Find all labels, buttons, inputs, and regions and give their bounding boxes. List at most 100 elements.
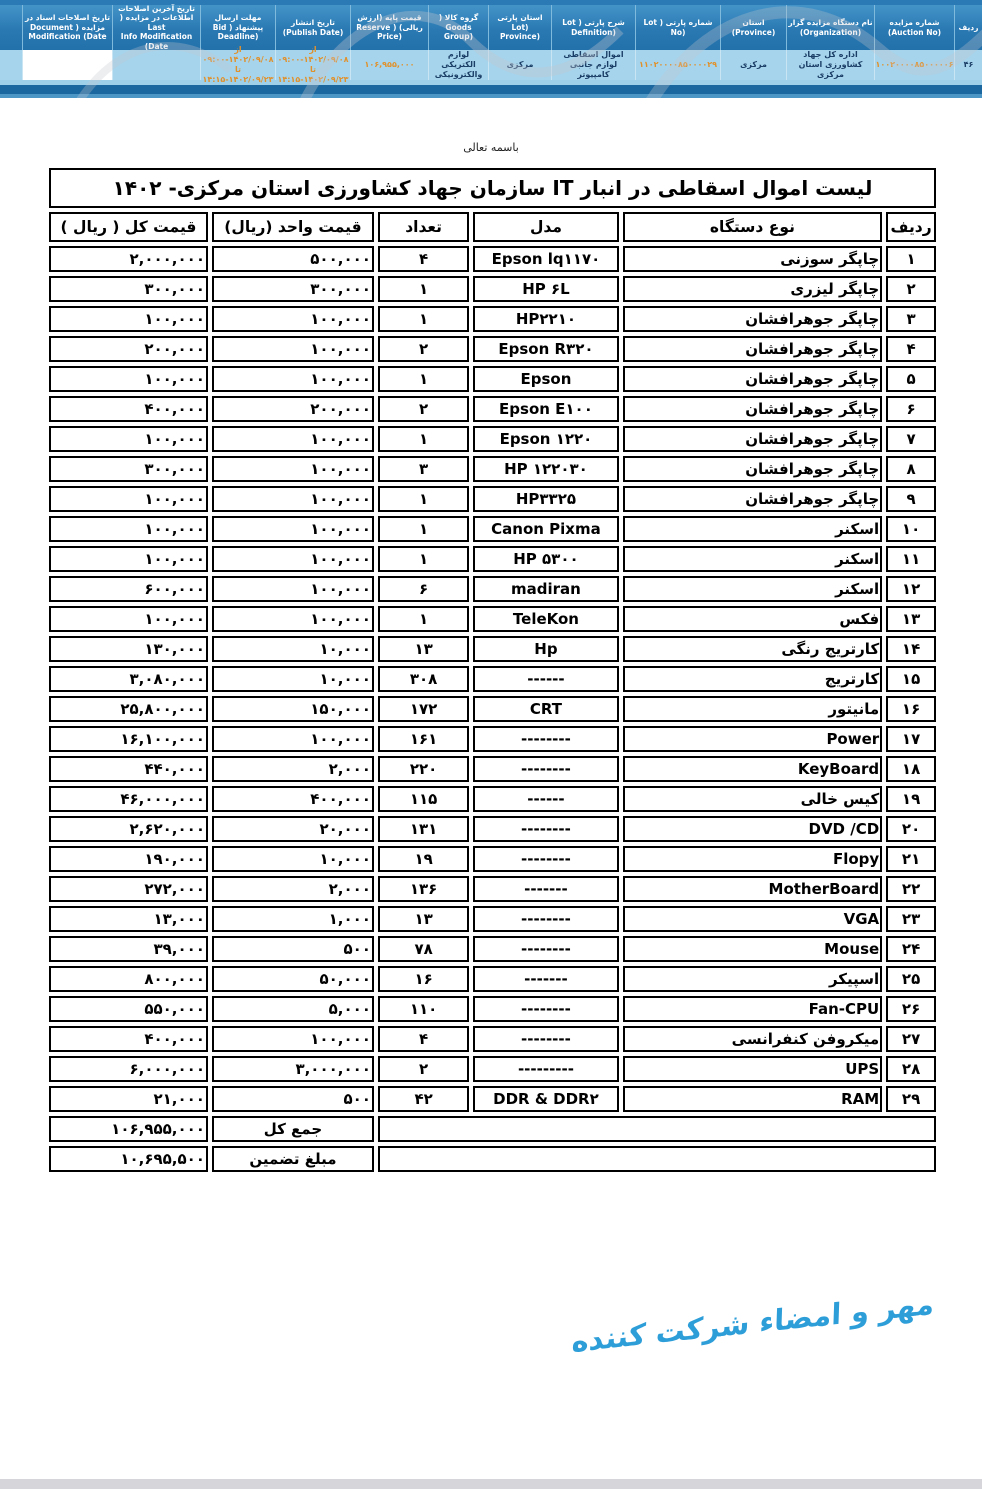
cell-row-number: ۲۵	[886, 966, 936, 992]
cell-quantity: ۱	[377, 486, 470, 512]
header-strip-mid	[0, 94, 982, 98]
cell-unit-price: ۱۰۰,۰۰۰	[211, 336, 374, 362]
cell-device-type: MotherBoard	[622, 876, 883, 902]
table-body: ۱ چاپگر سوزنی Epson lq۱۱۷۰ ۴ ۵۰۰,۰۰۰ ۲,۰…	[49, 246, 936, 1112]
cell-device-type: UPS	[622, 1056, 883, 1082]
cell-row-number: ۸	[886, 456, 936, 482]
cell-quantity: ۱	[377, 366, 470, 392]
cell-total-price: ۲۱,۰۰۰	[49, 1086, 208, 1112]
cell-device-type: چاپگر سوزنی	[622, 246, 883, 272]
value-cutoff	[0, 50, 22, 80]
cell-model: Epson R۳۲۰	[473, 336, 619, 362]
cell-device-type: چاپگر جوهرافشان	[622, 486, 883, 512]
cell-device-type: چاپگر جوهرافشان	[622, 306, 883, 332]
table-row: ۲۹ RAM DDR & DDR۲ ۴۲ ۵۰۰ ۲۱,۰۰۰	[49, 1086, 936, 1112]
cell-unit-price: ۲,۰۰۰	[211, 756, 374, 782]
guarantee-label: مبلغ تضمین	[211, 1146, 374, 1172]
value-lot-province: مرکزی	[488, 50, 551, 80]
cell-total-price: ۱۳۰,۰۰۰	[49, 636, 208, 662]
value-last-info-modification	[112, 50, 200, 80]
table-row: ۱۴ کارتریج رنگی Hp ۱۳ ۱۰,۰۰۰ ۱۳۰,۰۰۰	[49, 636, 936, 662]
cell-quantity: ۷۸	[377, 936, 470, 962]
cell-row-number: ۱۸	[886, 756, 936, 782]
cell-device-type: Fan-CPU	[622, 996, 883, 1022]
cell-row-number: ۱۲	[886, 576, 936, 602]
cell-total-price: ۳۰۰,۰۰۰	[49, 276, 208, 302]
cell-quantity: ۶	[377, 576, 470, 602]
cell-row-number: ۷	[886, 426, 936, 452]
cell-unit-price: ۵,۰۰۰	[211, 996, 374, 1022]
cell-model: ---------	[473, 1056, 619, 1082]
cell-model: ------	[473, 786, 619, 812]
cell-device-type: Flopy	[622, 846, 883, 872]
cell-quantity: ۴۲	[377, 1086, 470, 1112]
document-title: لیست اموال اسقاطی در انبار IT سازمان جها…	[49, 168, 936, 208]
cell-unit-price: ۱۰۰,۰۰۰	[211, 516, 374, 542]
cell-row-number: ۲۱	[886, 846, 936, 872]
cell-quantity: ۲۲۰	[377, 756, 470, 782]
cell-model: HP۲۲۱۰	[473, 306, 619, 332]
cell-quantity: ۱۱۵	[377, 786, 470, 812]
bismillah-text: باسمه تعالی	[463, 141, 519, 154]
cell-total-price: ۲,۰۰۰,۰۰۰	[49, 246, 208, 272]
value-lot-definition: اموال اسقاطی لوازم جانبی کامپیوتر	[551, 50, 635, 80]
value-reserve-price: ۱۰۶,۹۵۵,۰۰۰	[350, 50, 428, 80]
cell-row-number: ۳	[886, 306, 936, 332]
cell-row-number: ۴	[886, 336, 936, 362]
cell-row-number: ۹	[886, 486, 936, 512]
cell-row-number: ۱۰	[886, 516, 936, 542]
cell-unit-price: ۱۰۰,۰۰۰	[211, 606, 374, 632]
cell-quantity: ۱	[377, 426, 470, 452]
cell-unit-price: ۳,۰۰۰,۰۰۰	[211, 1056, 374, 1082]
table-row: ۲۵ اسپیکر ------- ۱۶ ۵۰,۰۰۰ ۸۰۰,۰۰۰	[49, 966, 936, 992]
table-row: ۱۱ اسکنر HP ۵۳۰۰ ۱ ۱۰۰,۰۰۰ ۱۰۰,۰۰۰	[49, 546, 936, 572]
cell-model: DDR & DDR۲	[473, 1086, 619, 1112]
header-unit-price: قیمت واحد (ریال)	[211, 212, 374, 242]
cell-row-number: ۲۹	[886, 1086, 936, 1112]
cell-device-type: RAM	[622, 1086, 883, 1112]
cell-quantity: ۳	[377, 456, 470, 482]
cell-quantity: ۳۰۸	[377, 666, 470, 692]
cell-row-number: ۵	[886, 366, 936, 392]
cell-model: Hp	[473, 636, 619, 662]
cell-total-price: ۲۰۰,۰۰۰	[49, 336, 208, 362]
cell-model: --------	[473, 936, 619, 962]
table-row: ۷ چاپگر جوهرافشان Epson ۱۲۲۰ ۱ ۱۰۰,۰۰۰ ۱…	[49, 426, 936, 452]
cell-device-type: چاپگر جوهرافشان	[622, 336, 883, 362]
cell-total-price: ۲,۶۲۰,۰۰۰	[49, 816, 208, 842]
cell-model: --------	[473, 1026, 619, 1052]
cell-model: --------	[473, 906, 619, 932]
header-strip-light	[0, 80, 982, 85]
cell-model: Canon Pixma	[473, 516, 619, 542]
cell-model: Epson E۱۰۰	[473, 396, 619, 422]
cell-quantity: ۱	[377, 276, 470, 302]
cell-model: --------	[473, 846, 619, 872]
cell-unit-price: ۵۰,۰۰۰	[211, 966, 374, 992]
scrap-items-table: لیست اموال اسقاطی در انبار IT سازمان جها…	[45, 164, 940, 1176]
cell-row-number: ۱۵	[886, 666, 936, 692]
cell-device-type: اسکنر	[622, 516, 883, 542]
table-row: ۴ چاپگر جوهرافشان Epson R۳۲۰ ۲ ۱۰۰,۰۰۰ ۲…	[49, 336, 936, 362]
cell-unit-price: ۲,۰۰۰	[211, 876, 374, 902]
table-row: ۱۲ اسکنر madiran ۶ ۱۰۰,۰۰۰ ۶۰۰,۰۰۰	[49, 576, 936, 602]
auction-data-row: ۴۶ ۱۰۰۲۰۰۰۰۸۵۰۰۰۰۰۶ اداره کل جهاد کشاورز…	[0, 45, 982, 84]
cell-total-price: ۱۳,۰۰۰	[49, 906, 208, 932]
cell-total-price: ۱۰۰,۰۰۰	[49, 306, 208, 332]
cell-device-type: چاپگر جوهرافشان	[622, 396, 883, 422]
cell-quantity: ۴	[377, 246, 470, 272]
table-row: ۲۶ Fan-CPU -------- ۱۱۰ ۵,۰۰۰ ۵۵۰,۰۰۰	[49, 996, 936, 1022]
cell-row-number: ۱۱	[886, 546, 936, 572]
table-row: ۱۹ کیس خالی ------ ۱۱۵ ۴۰۰,۰۰۰ ۴۶,۰۰۰,۰۰…	[49, 786, 936, 812]
header-quantity: تعداد	[377, 212, 470, 242]
cell-total-price: ۸۰۰,۰۰۰	[49, 966, 208, 992]
cell-quantity: ۱۱۰	[377, 996, 470, 1022]
value-goods-group: لوازم الکتریکی والکترونیکی	[428, 50, 488, 80]
cell-total-price: ۱۶,۱۰۰,۰۰۰	[49, 726, 208, 752]
table-row: ۵ چاپگر جوهرافشان Epson ۱ ۱۰۰,۰۰۰ ۱۰۰,۰۰…	[49, 366, 936, 392]
col-lot-definition: شرح پارتی ( Lot (Definition	[551, 5, 635, 50]
cell-unit-price: ۱۵۰,۰۰۰	[211, 696, 374, 722]
table-row: ۲۰ DVD /CD -------- ۱۳۱ ۲۰,۰۰۰ ۲,۶۲۰,۰۰۰	[49, 816, 936, 842]
cell-row-number: ۱۷	[886, 726, 936, 752]
cell-model: HP ۶L	[473, 276, 619, 302]
header-row-number: ردیف	[886, 212, 936, 242]
